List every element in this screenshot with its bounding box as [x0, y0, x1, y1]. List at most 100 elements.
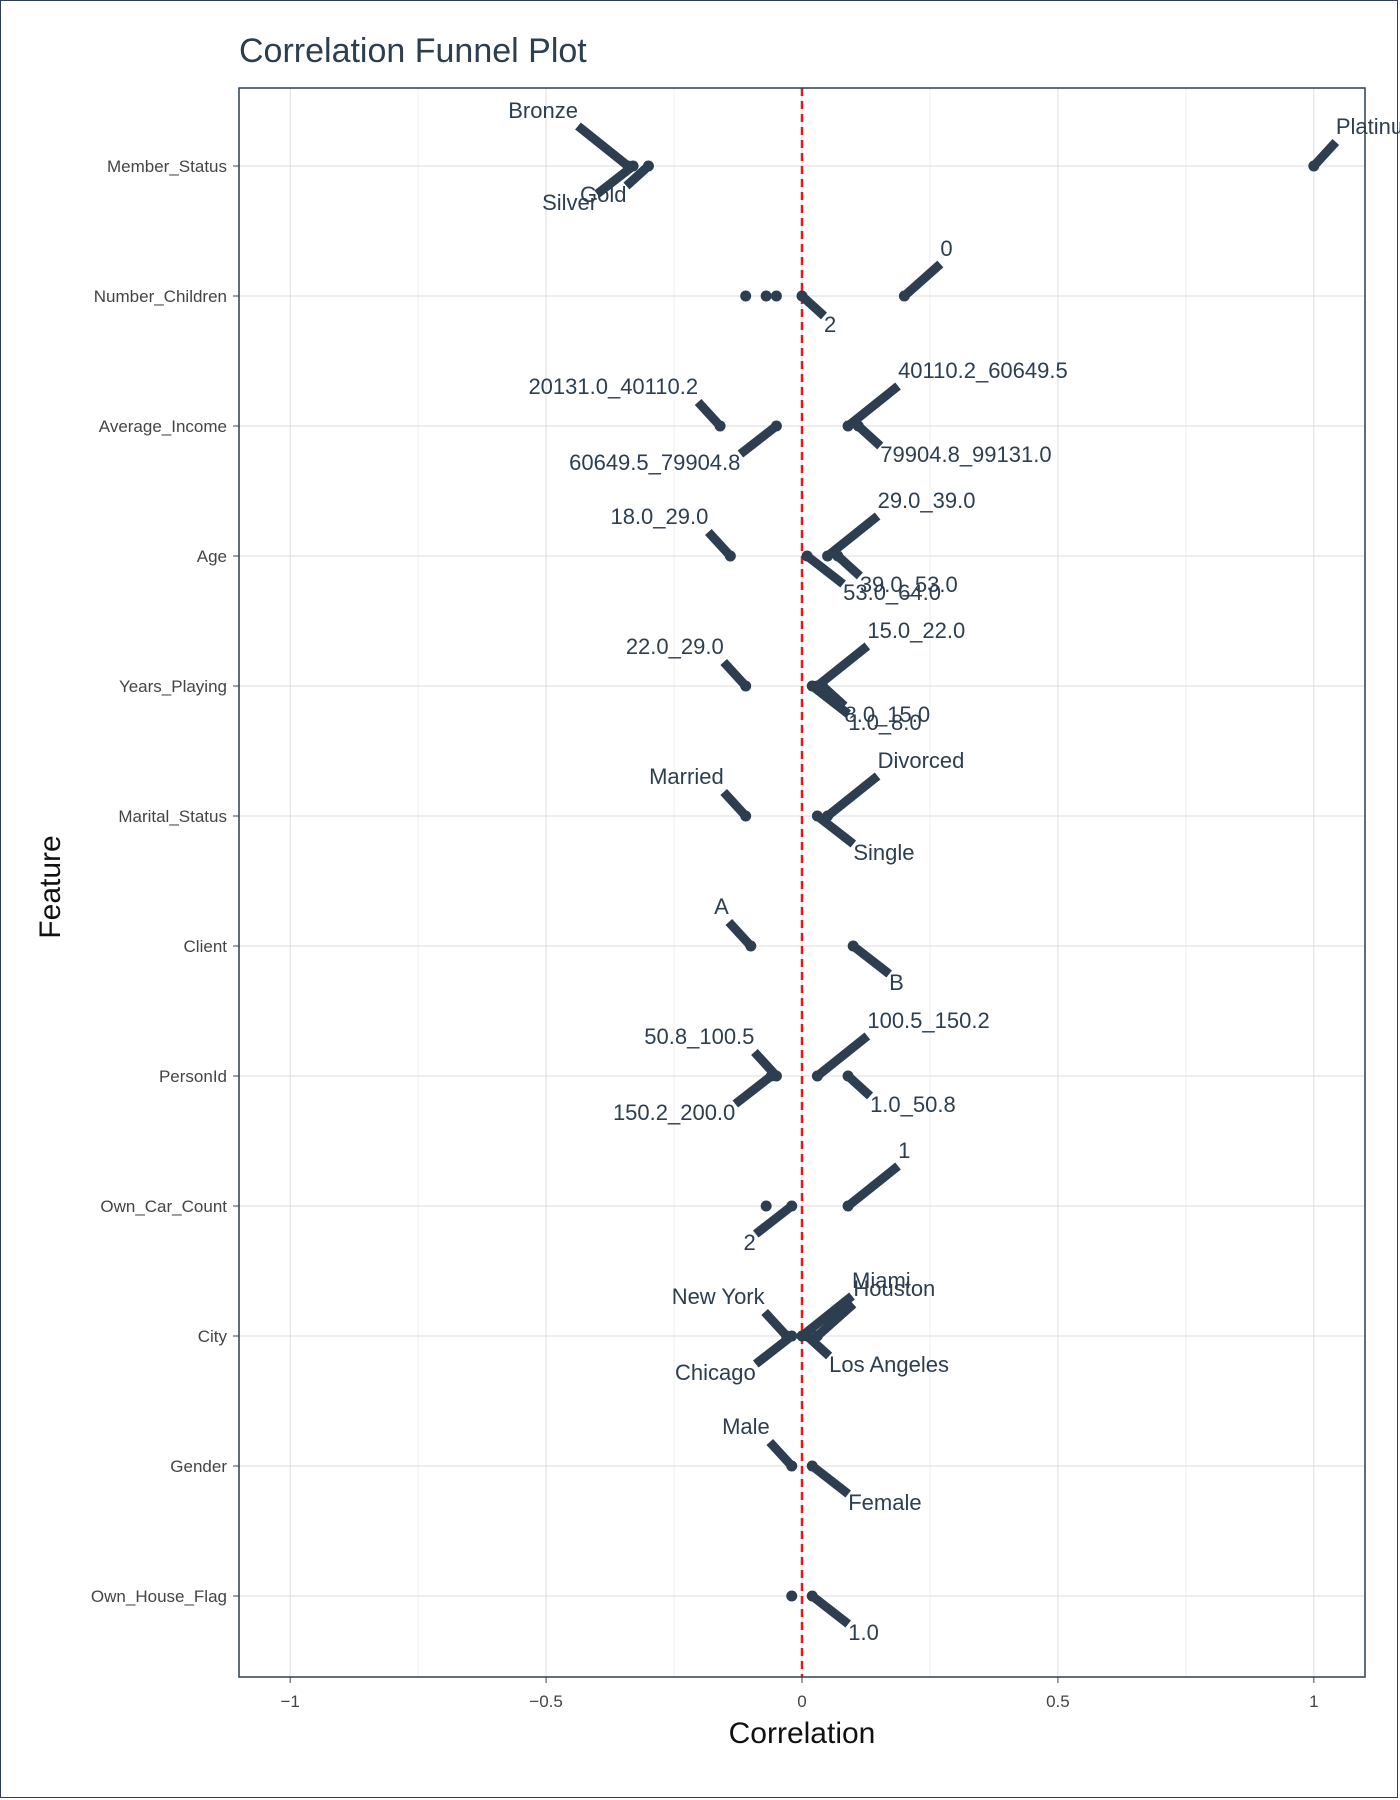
- point-label: 100.5_150.2: [867, 1008, 989, 1033]
- x-axis-title: Correlation: [729, 1717, 876, 1750]
- y-tick-label: Average_Income: [99, 417, 227, 436]
- point-label: 0: [940, 236, 952, 261]
- chart-title: Correlation Funnel Plot: [239, 32, 587, 70]
- point-label: 39.0_53.0: [860, 572, 958, 597]
- point-label: Female: [848, 1490, 921, 1515]
- point-label: Silver: [542, 190, 597, 215]
- label-leader: [809, 1592, 851, 1628]
- label-leader: [814, 1032, 871, 1080]
- label-leader: [804, 552, 846, 588]
- label-leader: [694, 398, 724, 430]
- point-label: 79904.8_99131.0: [880, 442, 1051, 467]
- data-point: [760, 1200, 772, 1212]
- label-leader: [845, 1162, 901, 1210]
- label-leader: [901, 260, 944, 300]
- point-label: 2: [824, 312, 836, 337]
- point-label: Bronze: [508, 98, 578, 123]
- label-leader: [809, 1462, 851, 1498]
- label-leader: [725, 918, 755, 950]
- point-label: Single: [853, 840, 914, 865]
- label-leader: [594, 162, 636, 198]
- label-leader: [814, 642, 871, 690]
- label-leader: [814, 812, 857, 848]
- label-leader: [804, 1332, 833, 1360]
- point-label: B: [889, 970, 904, 995]
- y-tick-label: Own_House_Flag: [91, 1587, 227, 1606]
- label-leader: [850, 942, 892, 978]
- y-tick-label: Number_Children: [94, 287, 227, 306]
- point-label: Chicago: [675, 1360, 756, 1385]
- point-label: 2: [744, 1230, 756, 1255]
- label-leader: [761, 1308, 790, 1340]
- y-axis-title: Feature: [34, 835, 67, 938]
- point-label: Male: [722, 1414, 770, 1439]
- label-leader: [814, 1300, 857, 1340]
- label-leader: [845, 1072, 874, 1100]
- x-tick-label: 1: [1309, 1692, 1318, 1711]
- x-tick-label: −1: [280, 1692, 299, 1711]
- label-leader: [737, 422, 780, 458]
- label-leader: [845, 382, 901, 430]
- y-tick-label: Marital_Status: [118, 807, 227, 826]
- y-tick-label: Client: [184, 937, 228, 956]
- point-label: 1: [898, 1138, 910, 1163]
- label-leader: [809, 682, 851, 718]
- y-tick-label: Own_Car_Count: [100, 1197, 227, 1216]
- point-label: Platinum: [1336, 114, 1400, 139]
- point-label: 60649.5_79904.8: [569, 450, 740, 475]
- point-label: 8.0_15.0: [844, 702, 930, 727]
- point-label: New York: [672, 1284, 766, 1309]
- label-leader: [834, 552, 863, 580]
- label-leader: [705, 528, 734, 560]
- data-point: [770, 290, 782, 302]
- point-label: 40110.2_60649.5: [898, 358, 1068, 383]
- point-label: 15.0_22.0: [867, 618, 965, 643]
- point-label: Married: [649, 764, 724, 789]
- point-label: 22.0_29.0: [626, 634, 724, 659]
- label-leader: [720, 658, 750, 690]
- label-leader: [720, 788, 750, 820]
- label-leader: [799, 1292, 855, 1340]
- label-leader: [623, 162, 652, 190]
- x-tick-label: 0: [797, 1692, 806, 1711]
- point-label: 1.0_8.0: [848, 710, 921, 735]
- label-leader: [819, 682, 848, 710]
- label-leader: [855, 422, 884, 450]
- point-label: Divorced: [878, 748, 965, 773]
- point-label: 29.0_39.0: [878, 488, 976, 513]
- point-label: Houston: [853, 1276, 935, 1301]
- point-label: Gold: [580, 182, 626, 207]
- point-labels: Platinum Silver Bronze Gold 2 0 20131.0_40110.…: [508, 98, 1400, 1645]
- data-point: [740, 290, 752, 302]
- label-leader: [732, 1072, 775, 1108]
- point-label: A: [714, 894, 729, 919]
- label-leader: [751, 1048, 780, 1080]
- point-label: Miami: [852, 1268, 911, 1293]
- data-point: [786, 1590, 798, 1602]
- y-tick-label: Years_Playing: [119, 677, 227, 696]
- label-leader: [798, 292, 828, 320]
- point-label: 150.2_200.0: [613, 1100, 735, 1125]
- point-label: 1.0: [848, 1620, 879, 1645]
- y-tick-label: PersonId: [159, 1067, 227, 1086]
- x-tick-label: 0.5: [1046, 1692, 1070, 1711]
- label-leader: [1310, 138, 1340, 170]
- label-leader: [575, 122, 631, 170]
- data-point: [760, 290, 772, 302]
- point-label: Los Angeles: [829, 1352, 949, 1377]
- label-leader: [753, 1332, 795, 1368]
- point-label: 53.0_64.0: [843, 580, 941, 605]
- point-label: 1.0_50.8: [870, 1092, 956, 1117]
- y-tick-label: City: [198, 1327, 228, 1346]
- y-tick-label: Member_Status: [107, 157, 227, 176]
- x-tick-label: −0.5: [529, 1692, 563, 1711]
- point-label: 50.8_100.5: [644, 1024, 754, 1049]
- label-leader: [753, 1202, 795, 1238]
- label-leader: [824, 512, 881, 560]
- label-leader: [766, 1438, 796, 1470]
- point-label: 18.0_29.0: [610, 504, 708, 529]
- x-axis-ticks: −1 −0.5 0 0.5 1: [280, 1677, 1319, 1711]
- y-tick-label: Gender: [170, 1457, 227, 1476]
